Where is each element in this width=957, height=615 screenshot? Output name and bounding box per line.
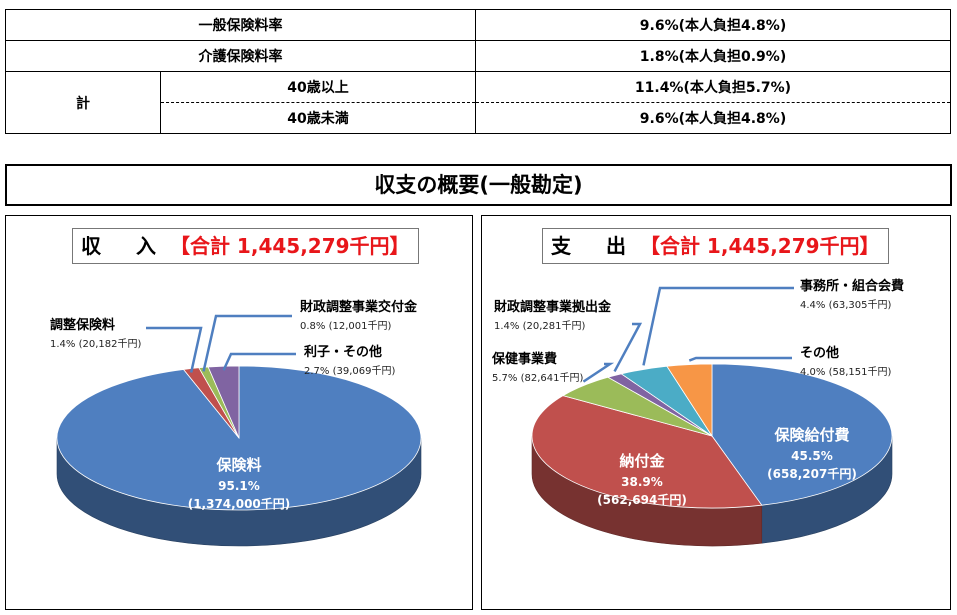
slice-value-label: 4.0% (58,151千円) bbox=[800, 366, 891, 378]
pie-slice bbox=[531, 395, 763, 509]
expense-pie-chart: 保険給付費 45.5% (658,207千円) 納付金 38.9% (562,694千円)… bbox=[491, 278, 904, 547]
slice-amount-label: (1,374,000千円) bbox=[188, 496, 291, 511]
income-panel: 収 入【合計 1,445,279千円】 保険料 95.1% (1,374,000千円… bbox=[5, 215, 473, 610]
insurance-rate-table: 一般保険料率 9.6%(本人負担4.8%) 介護保険料率 1.8%(本人負担0.… bbox=[5, 9, 951, 134]
rate-value: 11.4%(本人負担5.7%) bbox=[475, 71, 951, 103]
table-row: 一般保険料率 9.6%(本人負担4.8%) bbox=[5, 9, 951, 41]
slice-name-label: その他 bbox=[800, 345, 839, 361]
expense-title-total: 【合計 1,445,279千円】 bbox=[639, 234, 880, 258]
slice-name-label: 保険給付費 bbox=[773, 426, 849, 444]
leader-line bbox=[688, 356, 792, 362]
rate-value: 9.6%(本人負担4.8%) bbox=[475, 9, 951, 41]
slice-amount-label: (562,694千円) bbox=[597, 492, 687, 507]
total-label: 計 bbox=[5, 71, 161, 134]
slice-name-label: 納付金 bbox=[619, 452, 665, 470]
pie-slice bbox=[207, 365, 240, 439]
slice-value-label: 0.8% (12,001千円) bbox=[300, 320, 391, 332]
slice-value-label: 4.4% (63,305千円) bbox=[800, 299, 891, 311]
section-title: 収支の概要(一般勘定) bbox=[5, 164, 952, 206]
slice-name-label: 保健事業費 bbox=[491, 351, 557, 367]
rate-label: 介護保険料率 bbox=[5, 40, 476, 72]
table-row: 計 40歳以上 11.4%(本人負担5.7%) bbox=[5, 71, 951, 134]
slice-name-label: 調整保険料 bbox=[50, 317, 115, 333]
slice-value-label: 1.4% (20,281千円) bbox=[494, 320, 585, 332]
expense-chart-title: 支 出【合計 1,445,279千円】 bbox=[542, 228, 889, 264]
slice-name-label: 財政調整事業拠出金 bbox=[493, 299, 612, 315]
slice-value-label: 5.7% (82,641千円) bbox=[492, 372, 583, 384]
rate-label: 一般保険料率 bbox=[5, 9, 476, 41]
table-row: 40歳未満 9.6%(本人負担4.8%) bbox=[6, 102, 951, 134]
income-title-total: 【合計 1,445,279千円】 bbox=[169, 234, 410, 258]
slice-name-label: 財政調整事業交付金 bbox=[299, 299, 418, 315]
rate-label: 40歳以上 bbox=[160, 71, 476, 103]
income-pie-chart: 保険料 95.1% (1,374,000千円) 調整保険料 1.4% (20,182千円… bbox=[50, 299, 422, 547]
expense-title-label: 支 出 bbox=[551, 234, 640, 258]
table-row: 介護保険料率 1.8%(本人負担0.9%) bbox=[5, 40, 951, 72]
leader-line bbox=[582, 362, 615, 383]
expense-panel: 支 出【合計 1,445,279千円】 保険給付費 45.5% (658,207千円… bbox=[481, 215, 951, 610]
leader-line bbox=[222, 352, 296, 371]
rate-value: 9.6%(本人負担4.8%) bbox=[475, 102, 951, 134]
rate-value: 1.8%(本人負担0.9%) bbox=[475, 40, 951, 72]
leader-line bbox=[642, 286, 794, 366]
leader-line bbox=[202, 314, 292, 372]
slice-amount-label: (658,207千円) bbox=[767, 466, 857, 481]
slice-value-label: 2.7% (39,069千円) bbox=[304, 365, 395, 377]
income-chart-title: 収 入【合計 1,445,279千円】 bbox=[72, 228, 419, 264]
slice-name-label: 事務所・組合会費 bbox=[800, 278, 904, 294]
slice-name-label: 保険料 bbox=[215, 456, 261, 474]
slice-percent-label: 45.5% bbox=[791, 449, 833, 463]
leader-line bbox=[146, 326, 203, 373]
slice-percent-label: 38.9% bbox=[621, 475, 663, 489]
rate-label: 40歳未満 bbox=[160, 102, 476, 134]
slice-name-label: 利子・その他 bbox=[304, 344, 382, 360]
pie-slice bbox=[666, 363, 713, 438]
slice-value-label: 1.4% (20,182千円) bbox=[50, 338, 141, 350]
leader-line bbox=[613, 322, 643, 373]
pie-slice bbox=[711, 363, 893, 506]
income-title-label: 収 入 bbox=[81, 234, 170, 258]
slice-percent-label: 95.1% bbox=[218, 479, 260, 493]
